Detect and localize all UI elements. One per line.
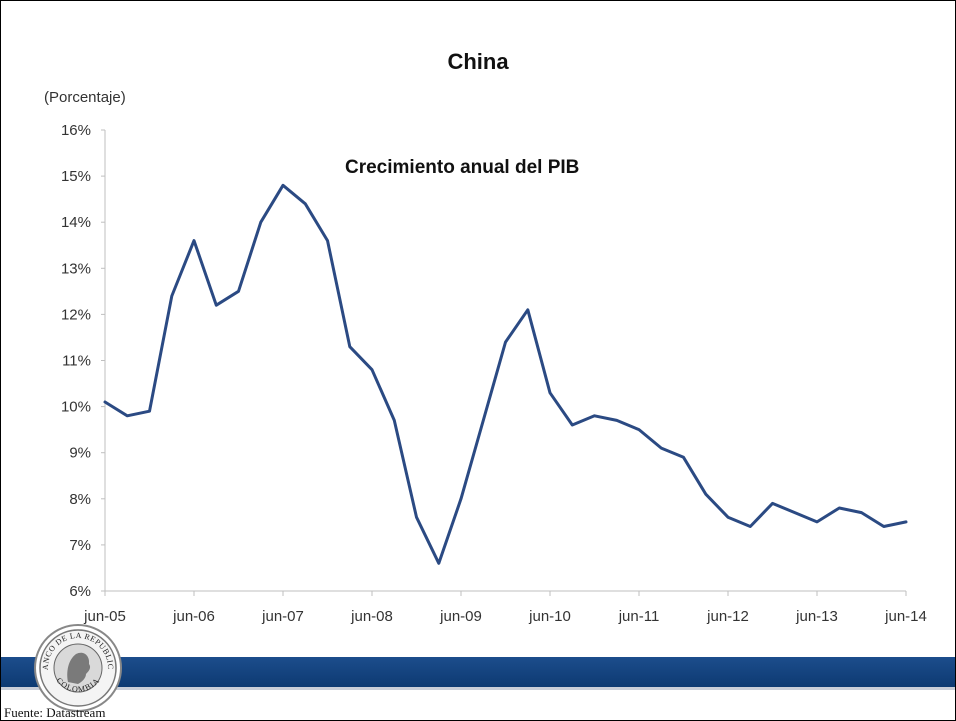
- y-axis-unit-label: (Porcentaje): [44, 89, 126, 106]
- x-tick-label: jun-07: [261, 608, 304, 625]
- chart-subtitle: Crecimiento anual del PIB: [345, 157, 580, 178]
- chart-title: China: [447, 49, 509, 74]
- x-tick-label: jun-14: [884, 608, 927, 625]
- y-tick-label: 7%: [69, 537, 91, 554]
- y-tick-label: 12%: [61, 306, 91, 323]
- x-tick-label: jun-13: [795, 608, 838, 625]
- y-tick-label: 10%: [61, 399, 91, 416]
- x-tick-label: jun-09: [439, 608, 482, 625]
- y-tick-label: 16%: [61, 122, 91, 139]
- bank-seal-logo: BANCO DE LA REPUBLICA COLOMBIA: [34, 624, 122, 712]
- source-note: Fuente: Datastream: [4, 705, 106, 720]
- x-tick-label: jun-12: [706, 608, 749, 625]
- footer-bar: [1, 657, 955, 687]
- x-tick-label: jun-05: [83, 608, 126, 625]
- y-tick-label: 6%: [69, 583, 91, 600]
- y-tick-label: 8%: [69, 491, 91, 508]
- x-tick-label: jun-06: [172, 608, 215, 625]
- line-chart: 6% 7% 8% 9% 10% 11% 12% 13% 14% 15% 16% jun-05 jun-0…: [61, 122, 927, 625]
- footer-bar-shadow: [1, 687, 955, 690]
- y-tick-label: 9%: [69, 445, 91, 462]
- x-tick-label: jun-11: [618, 608, 660, 625]
- x-tick-label: jun-10: [528, 608, 571, 625]
- y-tick-label: 15%: [61, 168, 91, 185]
- x-tick-label: jun-08: [350, 608, 393, 625]
- y-tick-label: 14%: [61, 214, 91, 231]
- y-tick-label: 13%: [61, 260, 91, 277]
- gdp-growth-series-line: [103, 183, 908, 565]
- y-tick-label: 11%: [62, 353, 91, 370]
